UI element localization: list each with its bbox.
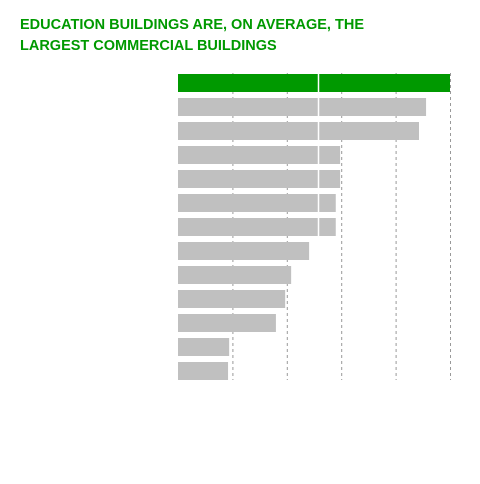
bar — [178, 218, 336, 236]
bar — [178, 314, 276, 332]
bar — [178, 122, 419, 140]
bar — [178, 338, 230, 356]
bar — [178, 98, 427, 116]
bar — [178, 146, 341, 164]
chart-title: EDUCATION BUILDINGS ARE, ON AVERAGE, THE — [20, 17, 364, 33]
bar — [178, 194, 336, 212]
bar — [178, 74, 450, 92]
chart-title: LARGEST COMMERCIAL BUILDINGS — [20, 38, 277, 54]
bars — [178, 74, 450, 380]
bar — [178, 290, 286, 308]
bar — [178, 266, 292, 284]
bar — [178, 362, 229, 380]
bar — [178, 170, 341, 188]
bar — [178, 242, 310, 260]
